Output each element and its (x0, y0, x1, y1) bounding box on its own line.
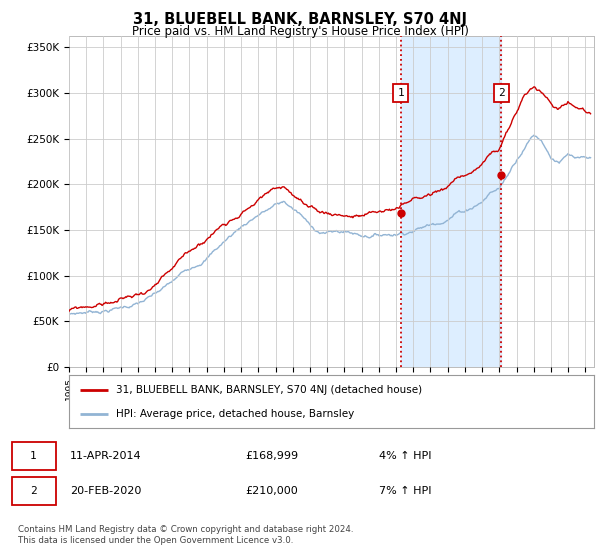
Point (497, 171, 506, 180)
FancyBboxPatch shape (12, 477, 56, 505)
Text: 1: 1 (30, 451, 37, 461)
Text: £210,000: £210,000 (245, 487, 298, 496)
Text: 20-FEB-2020: 20-FEB-2020 (70, 487, 142, 496)
Text: 4% ↑ HPI: 4% ↑ HPI (379, 451, 431, 461)
Point (396, 208, 406, 217)
Text: Price paid vs. HM Land Registry's House Price Index (HPI): Price paid vs. HM Land Registry's House … (131, 25, 469, 38)
FancyBboxPatch shape (12, 442, 56, 470)
Text: 31, BLUEBELL BANK, BARNSLEY, S70 4NJ: 31, BLUEBELL BANK, BARNSLEY, S70 4NJ (133, 12, 467, 27)
Text: 31, BLUEBELL BANK, BARNSLEY, S70 4NJ (detached house): 31, BLUEBELL BANK, BARNSLEY, S70 4NJ (de… (116, 385, 422, 395)
Text: 2: 2 (30, 487, 37, 496)
Text: 7% ↑ HPI: 7% ↑ HPI (379, 487, 431, 496)
Text: 11-APR-2014: 11-APR-2014 (70, 451, 142, 461)
Text: Contains HM Land Registry data © Crown copyright and database right 2024.
This d: Contains HM Land Registry data © Crown c… (18, 525, 353, 545)
Text: 1: 1 (397, 88, 404, 98)
Text: £168,999: £168,999 (245, 451, 298, 461)
Bar (401, 36, 502, 367)
Text: HPI: Average price, detached house, Barnsley: HPI: Average price, detached house, Barn… (116, 409, 355, 419)
Text: 2: 2 (498, 88, 505, 98)
